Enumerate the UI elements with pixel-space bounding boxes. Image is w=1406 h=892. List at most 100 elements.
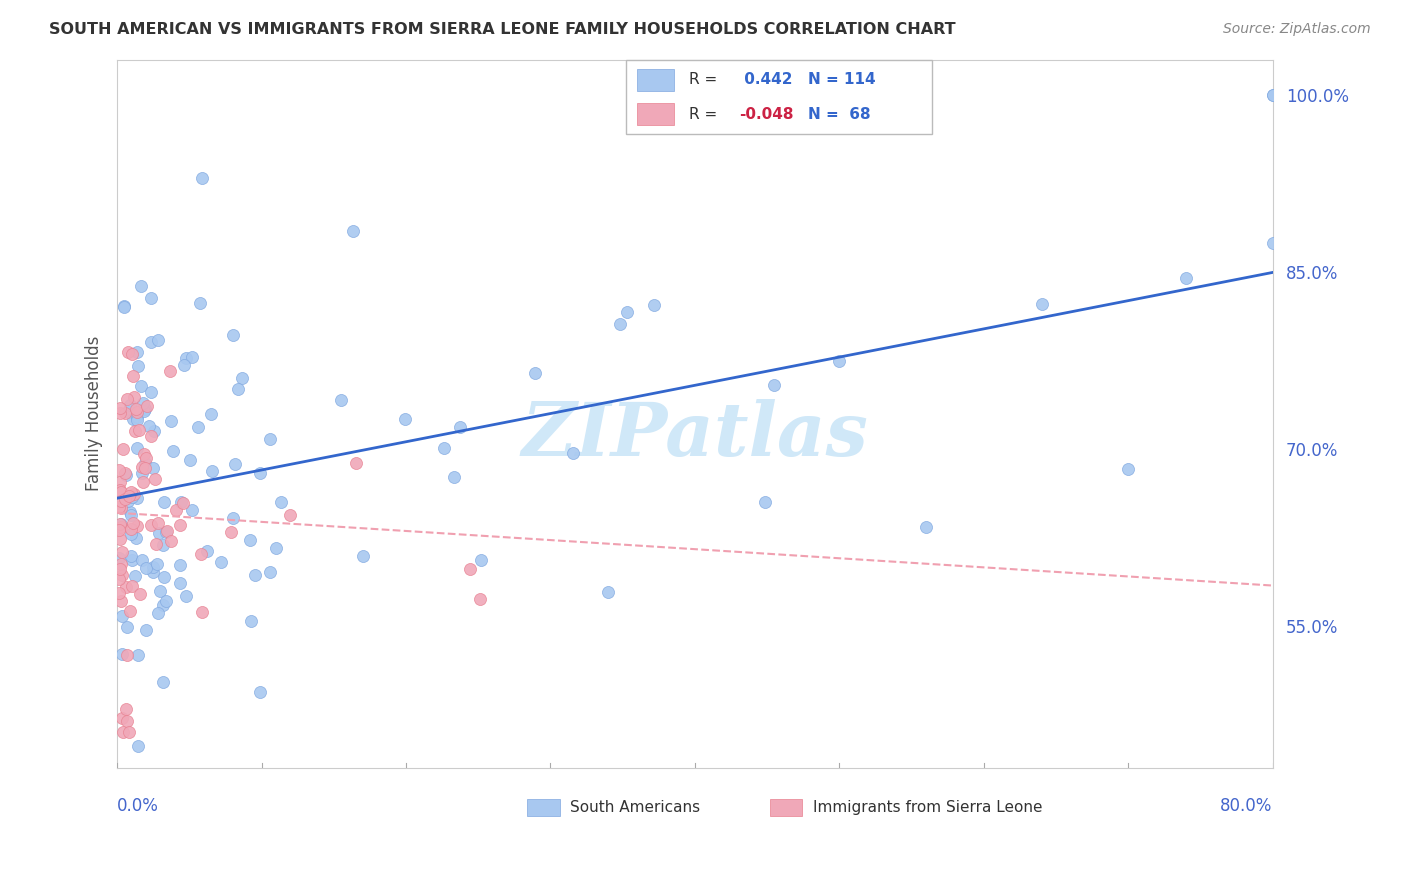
Point <box>110 532 132 546</box>
Text: Immigrants from Sierra Leone: Immigrants from Sierra Leone <box>813 800 1042 815</box>
Point <box>108 551 131 566</box>
Text: Source: ZipAtlas.com: Source: ZipAtlas.com <box>1223 22 1371 37</box>
Point <box>139 428 162 442</box>
Text: 0.0%: 0.0% <box>117 797 159 815</box>
Point <box>121 516 143 531</box>
Point <box>146 516 169 530</box>
Point <box>114 492 136 507</box>
Point <box>111 568 134 582</box>
Point <box>135 561 157 575</box>
Point <box>112 442 135 456</box>
Point <box>110 501 132 516</box>
Point <box>111 544 134 558</box>
Text: 0.442: 0.442 <box>738 72 793 87</box>
Point <box>222 510 245 524</box>
Point <box>598 585 620 599</box>
Point <box>110 594 132 608</box>
Point <box>209 555 232 569</box>
Point <box>174 351 197 366</box>
Point <box>111 648 134 662</box>
Point <box>141 385 163 400</box>
Point <box>259 432 281 446</box>
Point <box>524 366 547 380</box>
Text: SOUTH AMERICAN VS IMMIGRANTS FROM SIERRA LEONE FAMILY HOUSEHOLDS CORRELATION CHA: SOUTH AMERICAN VS IMMIGRANTS FROM SIERRA… <box>49 22 956 37</box>
Point <box>173 358 195 372</box>
Point <box>155 525 177 540</box>
Point <box>108 406 131 420</box>
Point <box>135 399 157 413</box>
Point <box>181 502 204 516</box>
Point <box>127 409 149 424</box>
Point <box>162 444 184 458</box>
Point <box>120 527 142 541</box>
Point <box>117 344 139 359</box>
Point <box>141 291 163 305</box>
Point <box>124 424 146 438</box>
Point <box>108 517 131 532</box>
Point <box>120 604 142 618</box>
Point <box>135 624 157 638</box>
Point <box>170 495 193 509</box>
Point <box>224 457 246 471</box>
Point <box>160 533 183 548</box>
Point <box>125 405 148 419</box>
Point <box>114 580 136 594</box>
Point <box>188 296 211 310</box>
Point <box>352 549 374 563</box>
Point <box>270 494 292 508</box>
Point <box>221 524 243 539</box>
Point <box>117 494 139 508</box>
Point <box>127 648 149 663</box>
Point <box>127 519 149 533</box>
Point <box>191 170 214 185</box>
Point <box>149 583 172 598</box>
Point <box>155 594 177 608</box>
Point <box>131 475 153 489</box>
Point <box>128 587 150 601</box>
FancyBboxPatch shape <box>637 69 673 92</box>
Point <box>433 441 456 455</box>
Point <box>616 305 638 319</box>
Point <box>915 519 938 533</box>
Point <box>146 557 169 571</box>
Point <box>152 570 174 584</box>
Point <box>118 405 141 419</box>
Point <box>201 464 224 478</box>
Point <box>134 401 156 416</box>
Text: N = 114: N = 114 <box>808 72 876 87</box>
Point <box>108 500 131 514</box>
Point <box>249 685 271 699</box>
Point <box>110 494 132 508</box>
Point <box>470 592 492 607</box>
Text: -0.048: -0.048 <box>738 107 793 121</box>
Point <box>146 606 169 620</box>
Point <box>828 354 851 368</box>
Point <box>221 328 243 343</box>
Text: ZIPatlas: ZIPatlas <box>522 399 869 471</box>
Point <box>609 317 631 331</box>
Point <box>458 562 481 576</box>
Point <box>470 553 492 567</box>
Point <box>131 460 153 475</box>
Point <box>165 502 187 516</box>
Point <box>124 402 146 417</box>
Point <box>111 608 134 623</box>
Point <box>443 470 465 484</box>
Point <box>148 525 170 540</box>
Point <box>115 468 138 483</box>
Point <box>394 411 416 425</box>
Point <box>142 461 165 475</box>
Point <box>200 408 222 422</box>
Point <box>118 725 141 739</box>
Point <box>143 472 166 486</box>
Point <box>152 598 174 612</box>
Point <box>342 224 364 238</box>
Point <box>139 518 162 533</box>
FancyBboxPatch shape <box>626 60 932 134</box>
Point <box>121 579 143 593</box>
Point <box>190 547 212 561</box>
Point <box>111 725 134 739</box>
Point <box>120 549 142 564</box>
Point <box>107 572 129 586</box>
Point <box>129 279 152 293</box>
